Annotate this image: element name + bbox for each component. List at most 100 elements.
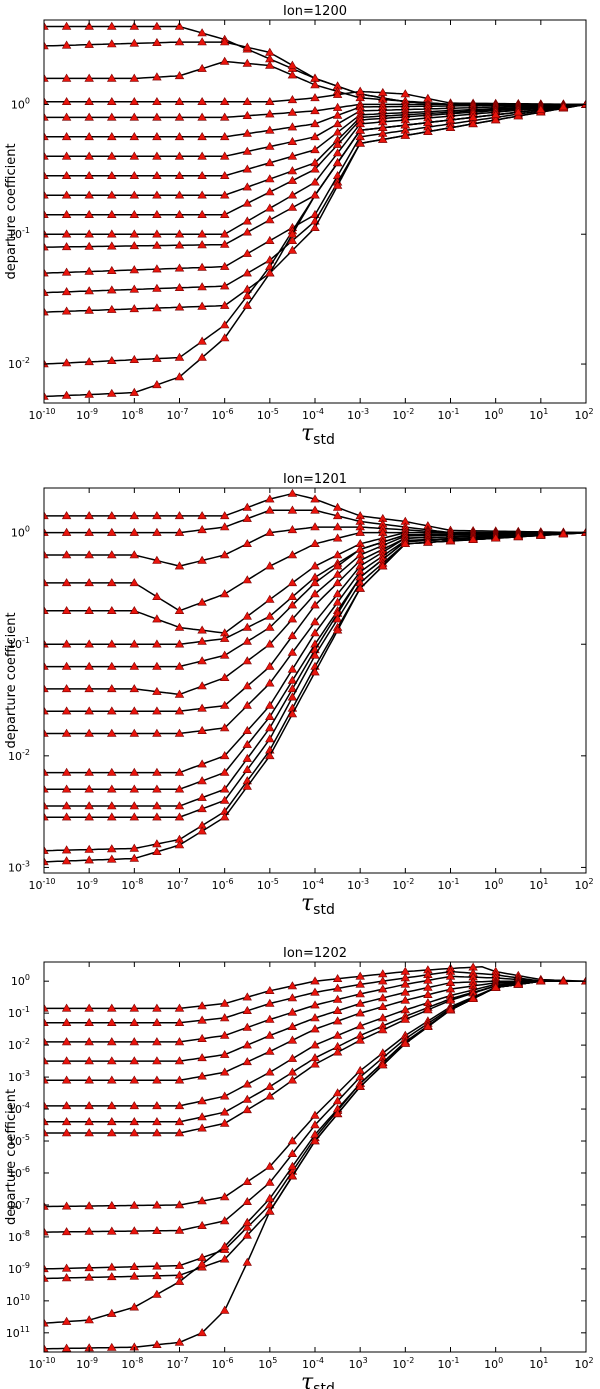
data-point [61, 801, 72, 810]
data-point [84, 784, 94, 793]
data-point [219, 795, 230, 804]
data-point [197, 209, 207, 218]
data-point [84, 1128, 94, 1137]
data-point [61, 358, 72, 367]
data-point [44, 112, 49, 121]
data-point [106, 388, 117, 397]
data-point [265, 1030, 275, 1039]
y-tick-label: 10-3 [8, 1069, 30, 1084]
data-point [61, 845, 72, 854]
data-point [197, 1015, 207, 1024]
data-point [468, 534, 478, 543]
data-point [287, 107, 298, 116]
data-point [265, 235, 275, 244]
data-point [129, 527, 140, 536]
data-point [197, 151, 207, 160]
series-line-level-14 [44, 980, 586, 1350]
x-tick-label: 10-3 [347, 407, 369, 422]
data-point [106, 112, 117, 121]
y-tick-label: 100 [11, 973, 30, 988]
data-point [242, 513, 252, 522]
data-point [490, 982, 501, 991]
data-point [265, 215, 275, 224]
data-point [219, 589, 230, 598]
data-point [219, 550, 230, 559]
data-point [287, 993, 298, 1002]
data-point [174, 263, 185, 272]
data-point [61, 639, 72, 648]
data-point [332, 561, 343, 570]
data-point [287, 550, 298, 559]
data-point [242, 1094, 252, 1103]
data-point [242, 1005, 252, 1015]
data-point [490, 115, 501, 124]
data-point [310, 164, 320, 173]
data-point [152, 801, 162, 810]
data-point [152, 264, 162, 273]
data-point [287, 235, 298, 244]
data-point [287, 600, 298, 609]
data-point [152, 209, 162, 218]
y-tick-label: 100 [11, 96, 30, 111]
data-point [106, 190, 117, 199]
data-point [219, 1107, 230, 1116]
data-point [536, 976, 546, 985]
data-point [310, 987, 320, 996]
data-point [287, 592, 298, 601]
data-point [174, 561, 185, 570]
data-point [61, 1117, 72, 1126]
data-point [152, 812, 162, 821]
data-point [355, 998, 365, 1007]
data-point [84, 132, 94, 141]
data-point [423, 537, 433, 546]
data-point [445, 1005, 456, 1014]
data-point [61, 706, 72, 715]
data-point [219, 300, 230, 309]
data-point [581, 976, 586, 985]
data-point [106, 661, 117, 670]
x-tick-label: 10-6 [212, 1356, 234, 1371]
data-point [242, 739, 252, 748]
x-tick-label: 100 [484, 877, 503, 892]
data-point [174, 209, 185, 218]
data-point [197, 1033, 207, 1042]
data-point [265, 505, 275, 514]
data-point [61, 1343, 72, 1352]
data-point [219, 190, 230, 199]
data-point [400, 995, 411, 1004]
data-point [355, 1035, 365, 1044]
data-point [129, 661, 140, 670]
data-point [265, 60, 275, 69]
data-point [219, 261, 230, 270]
data-point [106, 265, 117, 275]
data-point [242, 146, 252, 155]
x-tick-label: 10-5 [257, 407, 279, 422]
data-point [106, 1101, 117, 1110]
data-point [378, 123, 388, 131]
data-point [558, 102, 569, 111]
data-point [219, 633, 230, 642]
data-point [106, 1017, 117, 1026]
data-point [44, 171, 49, 179]
data-point [106, 1117, 117, 1126]
data-point [310, 145, 320, 154]
data-point [44, 190, 49, 199]
data-point [197, 63, 207, 72]
data-point [242, 1257, 252, 1266]
data-point [61, 242, 72, 251]
data-point [129, 304, 140, 313]
data-point [265, 661, 275, 670]
data-point [152, 151, 162, 160]
data-point [490, 533, 501, 542]
data-point [197, 1259, 207, 1268]
data-point [242, 128, 252, 137]
chart-title: Ion=1202 [283, 946, 347, 961]
data-point [129, 1226, 140, 1235]
data-point [152, 1340, 162, 1348]
data-point [152, 639, 162, 648]
data-point [61, 151, 72, 160]
data-point [332, 1016, 343, 1025]
data-point [219, 320, 230, 329]
data-point [513, 532, 524, 541]
